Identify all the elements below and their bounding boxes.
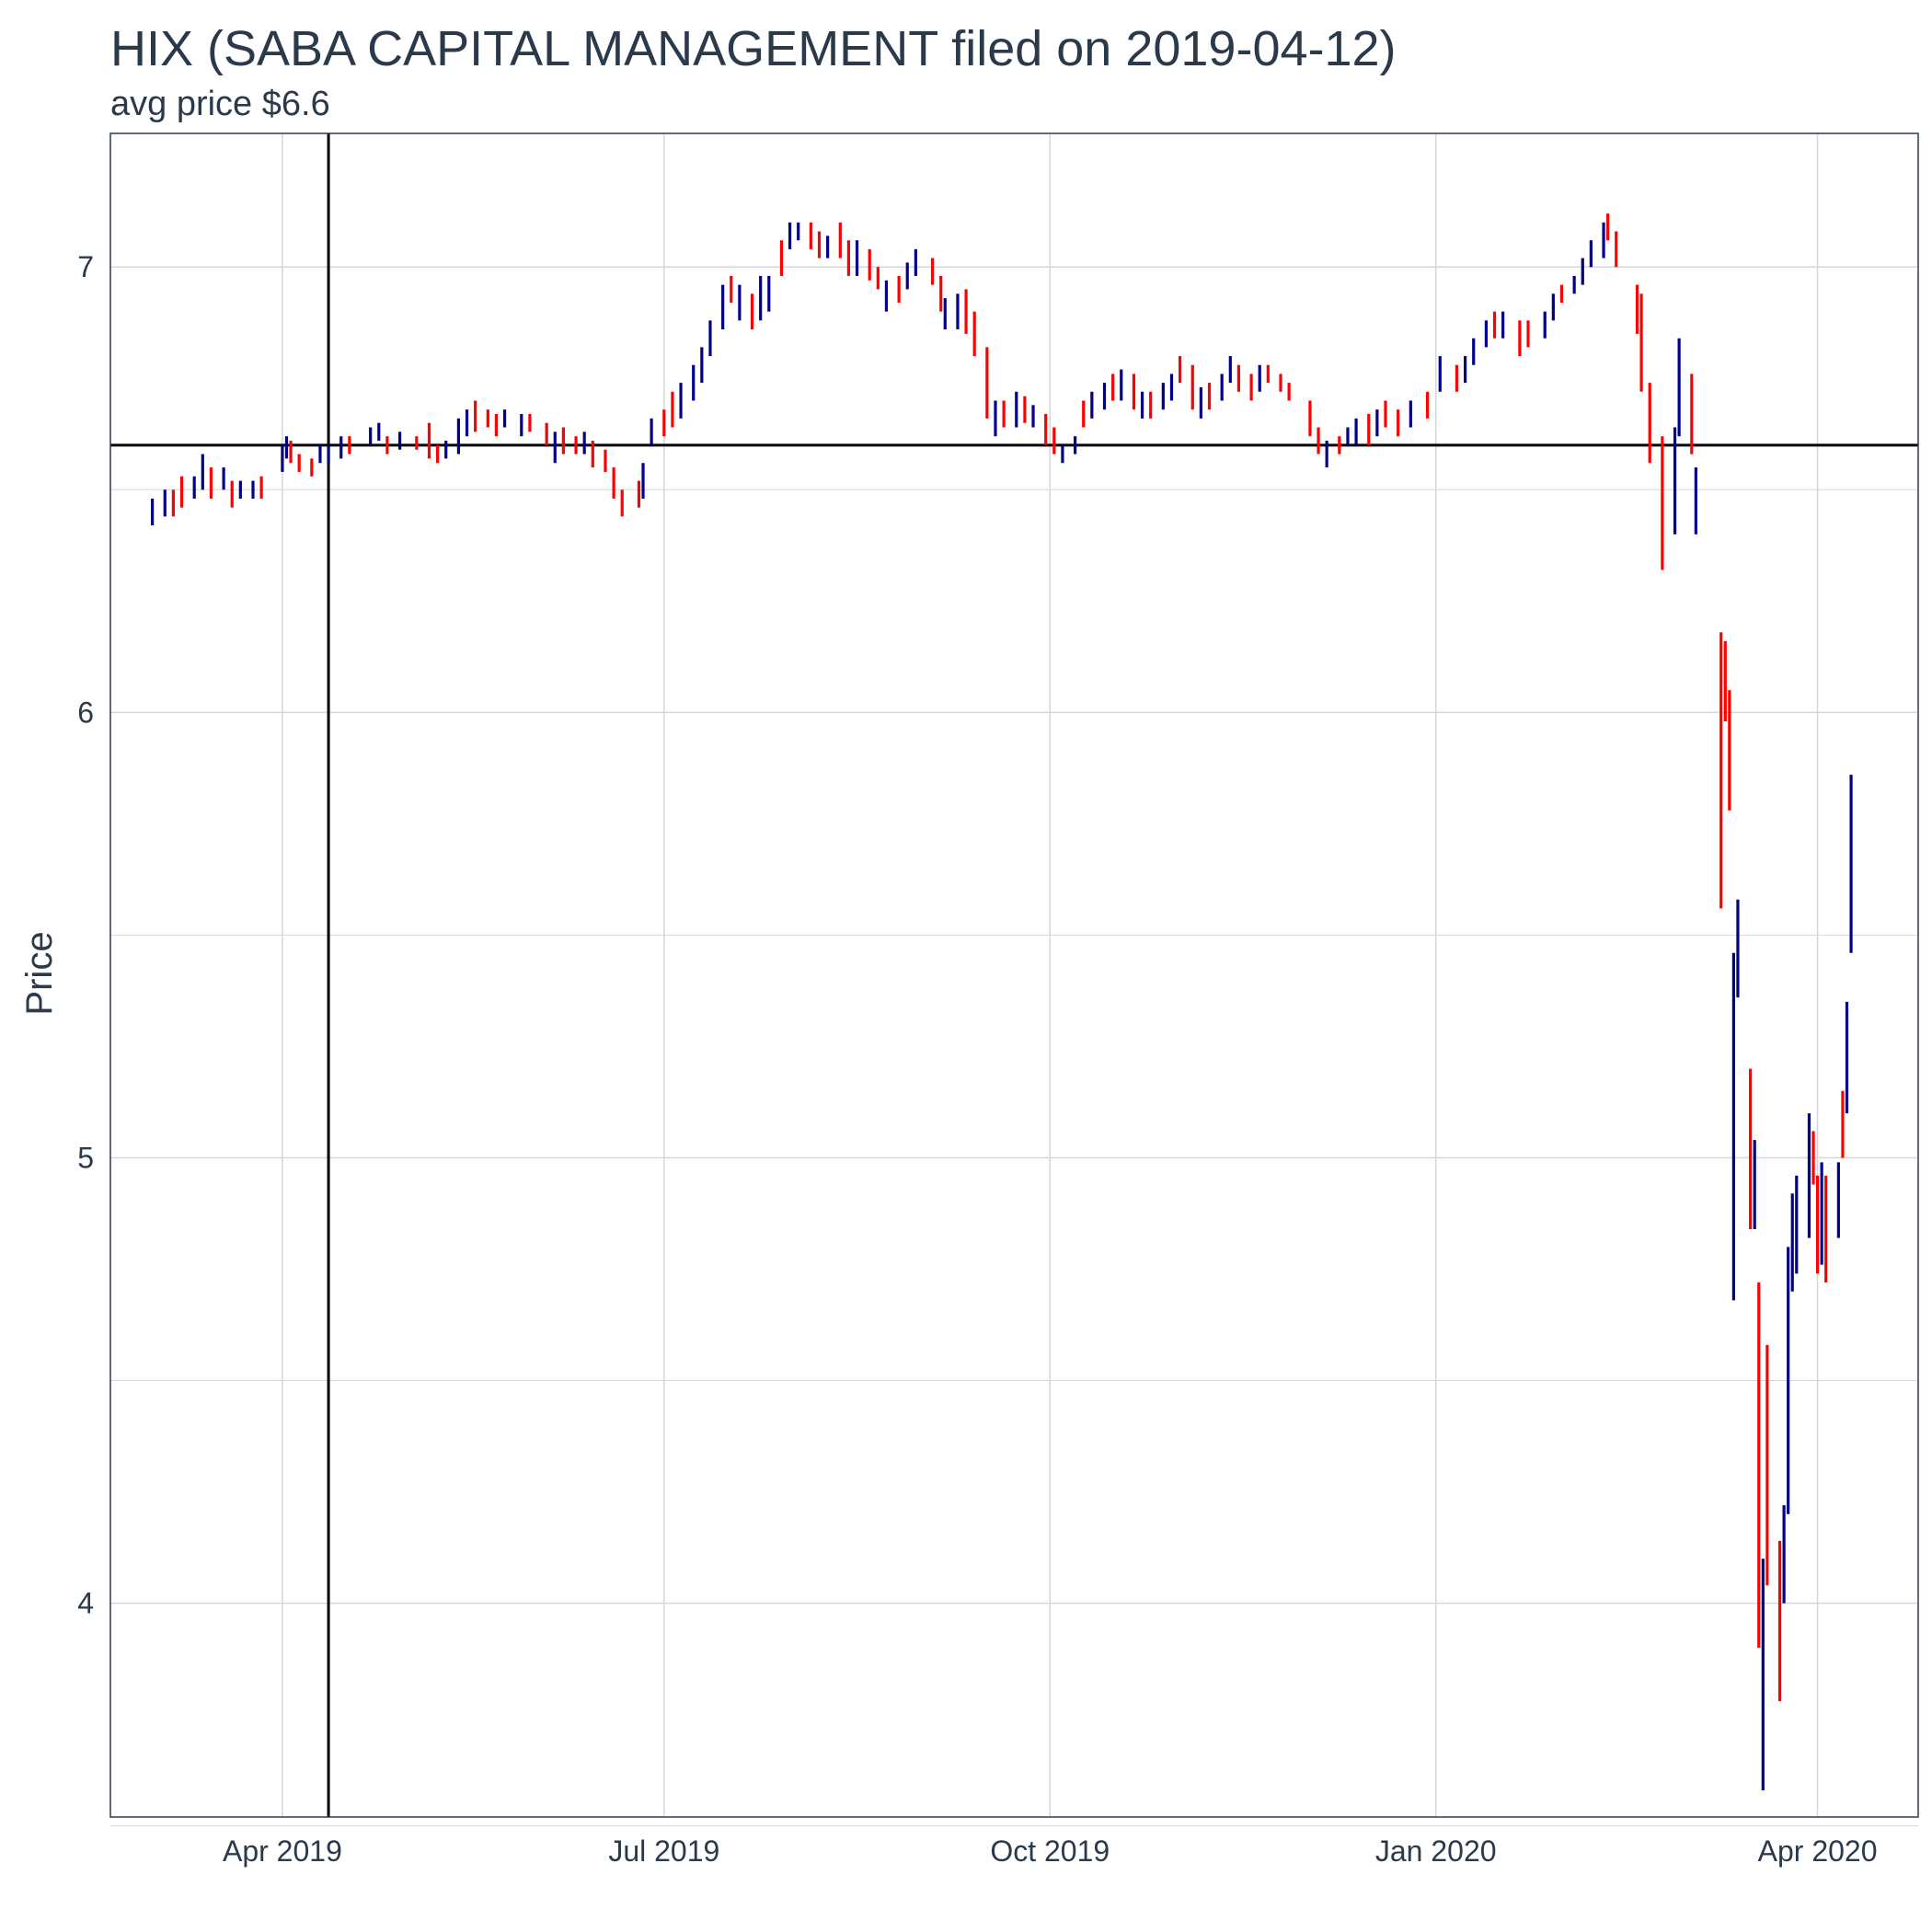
chart-title: HIX (SABA CAPITAL MANAGEMENT filed on 20… xyxy=(110,21,1397,76)
y-axis-title: Price xyxy=(19,931,60,1015)
x-tick-label: Oct 2019 xyxy=(990,1834,1110,1868)
x-tick-label: Apr 2020 xyxy=(1758,1834,1878,1868)
chart-subtitle: avg price $6.6 xyxy=(110,85,330,123)
y-tick-label: 7 xyxy=(77,250,94,283)
reference-lines xyxy=(110,133,1918,1817)
y-tick-label: 4 xyxy=(77,1587,94,1620)
x-tick-label: Jul 2019 xyxy=(608,1834,719,1868)
grid-lines xyxy=(110,133,1918,1827)
y-tick-label: 5 xyxy=(77,1141,94,1174)
plot-frame xyxy=(109,132,1919,1818)
ohlc-bars xyxy=(150,213,1853,1790)
x-tick-label: Jan 2020 xyxy=(1375,1834,1497,1868)
y-tick-label: 6 xyxy=(77,696,94,729)
x-tick-label: Apr 2019 xyxy=(223,1834,342,1868)
axis-tick-labels: 4 5 6 7 Apr 2019 Jul 2019 Oct 2019 Jan 2020 Apr … xyxy=(77,250,1877,1868)
